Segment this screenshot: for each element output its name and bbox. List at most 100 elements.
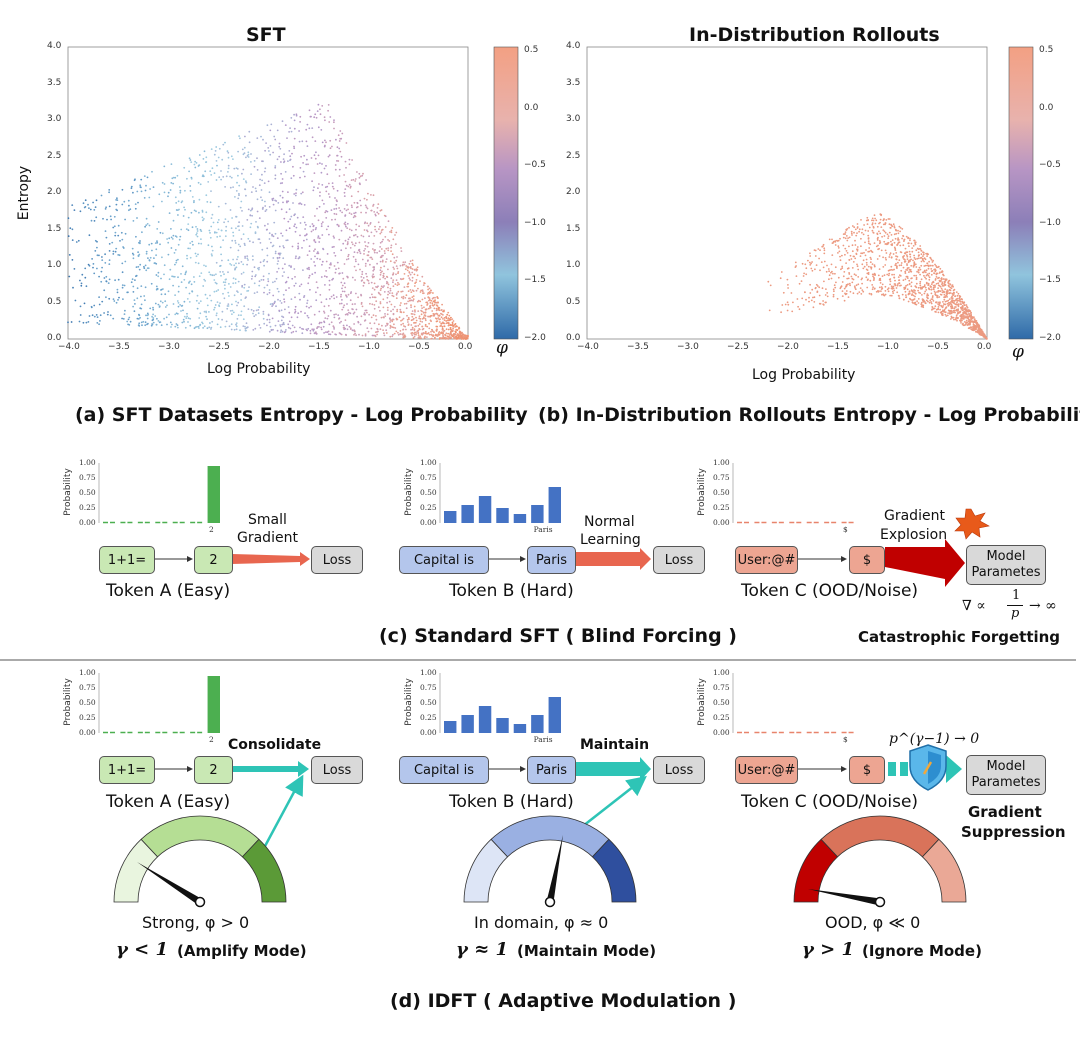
scatter-point xyxy=(792,301,794,304)
scatter-point xyxy=(952,294,954,297)
sft-xtick: −2.0 xyxy=(258,342,280,352)
scatter-point xyxy=(899,227,902,229)
scatter-point xyxy=(373,275,375,278)
scatter-point xyxy=(897,242,899,245)
scatter-point xyxy=(354,242,357,245)
scatter-point xyxy=(935,276,938,278)
scatter-point xyxy=(381,270,383,273)
scatter-point xyxy=(834,272,836,275)
scatter-point xyxy=(402,317,405,320)
scatter-point xyxy=(321,163,323,165)
scatter-point xyxy=(166,304,168,307)
gauge-segment xyxy=(140,815,260,858)
scatter-point xyxy=(351,329,354,332)
scatter-point xyxy=(425,301,428,304)
scatter-point xyxy=(447,324,450,327)
scatter-point xyxy=(338,140,341,142)
scatter-point xyxy=(972,327,974,330)
scatter-point xyxy=(348,311,350,314)
scatter-point xyxy=(814,286,817,289)
scatter-point xyxy=(177,258,179,261)
scatter-point xyxy=(72,286,74,289)
scatter-point xyxy=(916,300,918,303)
mini-ytick: 0.00 xyxy=(713,728,730,737)
rollouts-ytick: 1.5 xyxy=(566,223,581,234)
scatter-point xyxy=(294,276,296,278)
scatter-point xyxy=(894,228,897,231)
scatter-point xyxy=(928,278,931,281)
mini-bar xyxy=(461,715,474,733)
scatter-point xyxy=(313,116,316,119)
scatter-point xyxy=(227,259,230,262)
scatter-point xyxy=(320,328,323,331)
scatter-point xyxy=(349,312,352,315)
scatter-point xyxy=(421,328,424,331)
scatter-point xyxy=(440,309,443,312)
scatter-point xyxy=(411,259,414,262)
scatter-point xyxy=(242,178,245,181)
scatter-point xyxy=(961,309,964,311)
scatter-point xyxy=(894,264,897,266)
scatter-point xyxy=(333,297,336,300)
scatter-point xyxy=(949,286,952,289)
scatter-point xyxy=(333,326,335,329)
scatter-point xyxy=(898,259,901,261)
scatter-point xyxy=(341,287,343,290)
scatter-point xyxy=(184,273,187,276)
scatter-point xyxy=(369,256,372,259)
scatter-point xyxy=(191,290,194,292)
scatter-point xyxy=(197,253,199,256)
scatter-point xyxy=(454,330,457,333)
scatter-point xyxy=(384,277,386,280)
scatter-point xyxy=(374,296,377,299)
scatter-point xyxy=(201,211,204,213)
scatter-point xyxy=(263,264,265,267)
scatter-point xyxy=(324,119,326,122)
scatter-point xyxy=(224,186,227,188)
scatter-point xyxy=(268,291,271,294)
scatter-point xyxy=(108,191,110,194)
scatter-point xyxy=(80,282,83,285)
scatter-point xyxy=(194,252,197,255)
scatter-point xyxy=(942,274,945,277)
scatter-point xyxy=(168,212,171,215)
scatter-point xyxy=(274,232,277,235)
scatter-point xyxy=(314,264,316,267)
scatter-point xyxy=(867,240,870,243)
scatter-point xyxy=(271,317,274,320)
scatter-point xyxy=(199,300,202,303)
scatter-point xyxy=(291,152,293,155)
scatter-point xyxy=(231,313,233,315)
scatter-point xyxy=(872,225,875,228)
scatter-point xyxy=(242,263,245,266)
scatter-point xyxy=(909,259,911,261)
scatter-point xyxy=(426,303,429,305)
scatter-point xyxy=(442,331,445,333)
scatter-point xyxy=(283,301,286,303)
scatter-point xyxy=(369,296,371,299)
scatter-point xyxy=(884,231,887,234)
scatter-point xyxy=(402,295,405,298)
scatter-point xyxy=(409,289,412,291)
scatter-point xyxy=(346,313,348,315)
scatter-point xyxy=(907,260,910,262)
scatter-point xyxy=(213,279,216,281)
scatter-point xyxy=(934,270,937,273)
scatter-point xyxy=(400,323,403,326)
scatter-point xyxy=(385,332,388,334)
scatter-point xyxy=(100,194,103,197)
scatter-point xyxy=(238,229,241,232)
scatter-point xyxy=(800,280,803,282)
scatter-point xyxy=(980,333,983,335)
scatter-point xyxy=(294,257,297,259)
scatter-point xyxy=(841,254,843,257)
scatter-point xyxy=(130,281,133,284)
scatter-point xyxy=(405,307,408,310)
scatter-point xyxy=(972,323,975,326)
scatter-point xyxy=(285,329,287,331)
scatter-point xyxy=(450,333,453,335)
scatter-point xyxy=(335,313,337,316)
scatter-point xyxy=(78,320,81,323)
scatter-point xyxy=(865,249,867,251)
scatter-point xyxy=(234,278,237,281)
